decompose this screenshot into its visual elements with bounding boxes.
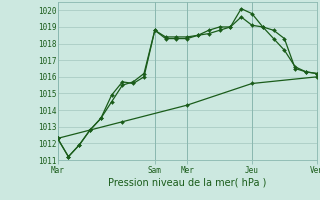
- X-axis label: Pression niveau de la mer( hPa ): Pression niveau de la mer( hPa ): [108, 177, 266, 187]
